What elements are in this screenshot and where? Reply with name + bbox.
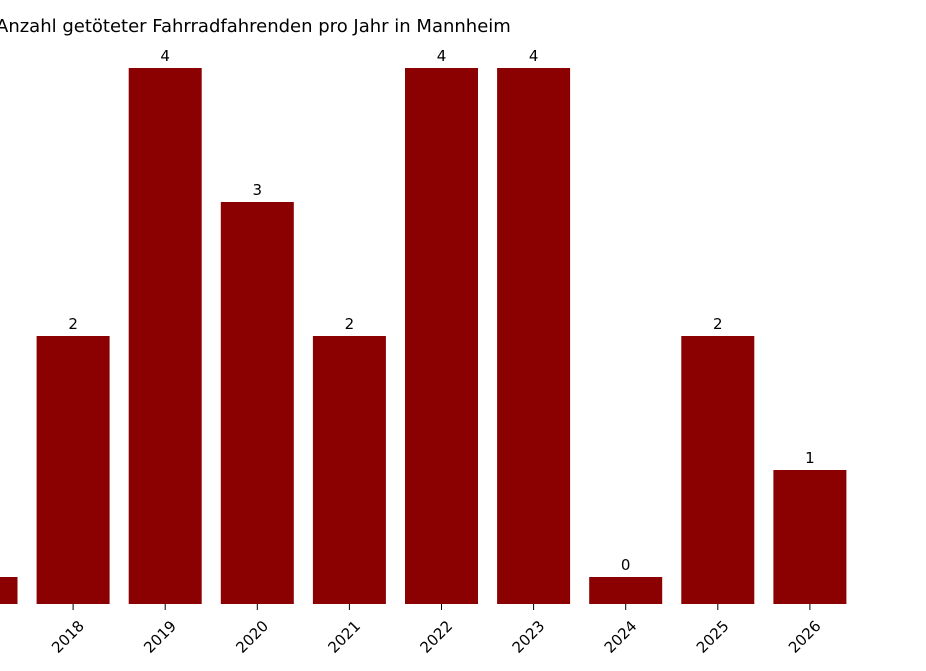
tick-label-2026: 2026 (785, 617, 825, 657)
value-labels-group: 2 4 3 2 4 4 0 2 1 (68, 47, 814, 574)
value-label-2025: 2 (713, 315, 723, 333)
bar-2022 (405, 68, 478, 604)
bar-2026 (773, 470, 847, 604)
tick-label-2020: 2020 (232, 617, 272, 657)
tick-label-2025: 2025 (693, 617, 733, 657)
tick-label-2024: 2024 (601, 617, 641, 657)
tick-label-2023: 2023 (509, 617, 549, 657)
value-label-2022: 4 (437, 47, 447, 65)
bar-2024 (589, 577, 663, 604)
bar-2023 (497, 68, 571, 604)
value-label-2020: 3 (253, 181, 263, 199)
value-label-2024: 0 (621, 556, 631, 574)
bar-partial (0, 577, 18, 604)
x-axis-ticks: 2018 2019 2020 2021 2022 2023 2024 2025 2026 (48, 604, 825, 657)
value-label-2021: 2 (345, 315, 355, 333)
bar-2018 (36, 336, 110, 604)
value-label-2023: 4 (529, 47, 539, 65)
bar-2021 (312, 336, 386, 604)
tick-label-2021: 2021 (324, 617, 364, 657)
value-label-2019: 4 (160, 47, 170, 65)
tick-label-2018: 2018 (48, 617, 88, 657)
bars-group (0, 68, 847, 604)
value-label-2026: 1 (805, 449, 815, 467)
bar-2020 (220, 202, 294, 604)
bar-2025 (681, 336, 755, 604)
value-label-2018: 2 (68, 315, 78, 333)
tick-label-2019: 2019 (140, 617, 180, 657)
chart-title: Anzahl getöteter Fahrradfahrenden pro Ja… (0, 16, 511, 37)
tick-label-2022: 2022 (417, 617, 457, 657)
bar-2019 (128, 68, 202, 604)
